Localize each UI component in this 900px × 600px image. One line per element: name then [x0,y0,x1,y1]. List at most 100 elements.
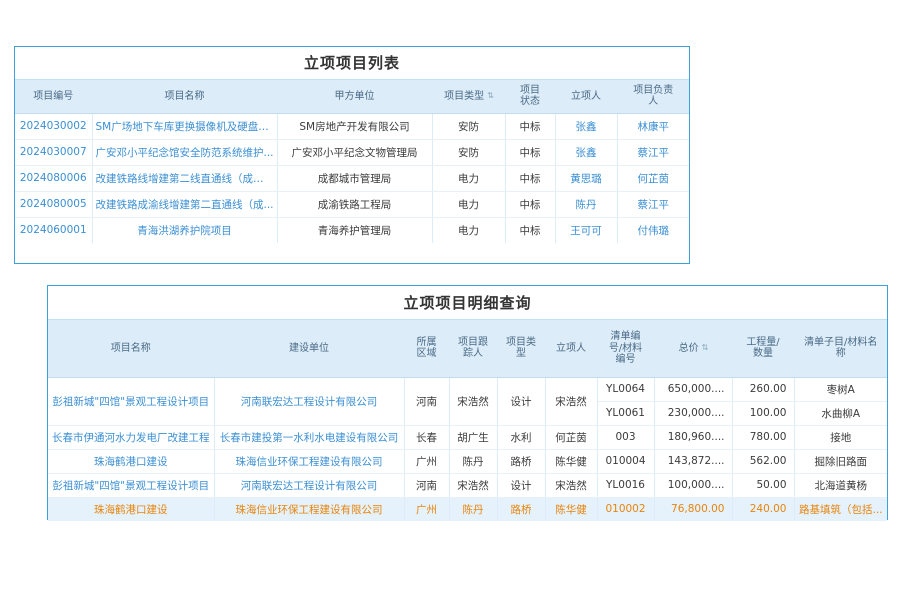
column-header[interactable]: 项目负责人 [617,80,689,114]
table-row[interactable]: 2024060001 青海洪湖养护院项目 青海养护管理局 电力 中标 王可可 付伟璐 [15,217,689,243]
cell-item-no: YL0061 [597,401,655,426]
cell-quantity: 780.00 [732,425,795,450]
cell-quantity: 100.00 [732,401,795,426]
cell-initiator[interactable]: 张鑫 [555,113,618,140]
sort-icon[interactable]: ⇅ [487,90,494,100]
cell-initiator[interactable]: 黄思璐 [555,165,618,192]
column-header-label: 甲方单位 [334,90,375,102]
column-header[interactable]: 清单子目/材料名称 [794,320,887,378]
column-header-label: 立项人 [571,90,601,102]
cell-project-no[interactable]: 2024080006 [15,165,93,192]
column-header[interactable]: 立项人 [545,320,598,378]
table-row[interactable]: 2024080005 改建铁路成渝线增建第二直通线（成... 成渝铁路工程局 电力 中标… [15,191,689,218]
cell-item-no: YL0064 [597,377,655,402]
cell-owner[interactable]: 何芷茵 [617,165,689,192]
cell-build-unit[interactable]: 珠海信业环保工程建设有限公司 [214,449,405,474]
cell-item-name: 北海道黄杨 [794,473,887,498]
table-row[interactable]: 珠海鹤港口建设 珠海信业环保工程建设有限公司 广州 陈丹 路桥 陈华健 010004 143,… [48,449,887,474]
cell-initiator: 宋浩然 [545,377,598,426]
cell-project-name[interactable]: 彭祖新城"四馆"景观工程设计项目 [48,377,215,426]
cell-owner[interactable]: 蔡江平 [617,191,689,218]
column-header[interactable]: 工程量/数量 [732,320,795,378]
cell-project-type: 路桥 [497,449,546,474]
column-header[interactable]: 项目名称 [92,80,278,114]
cell-initiator[interactable]: 王可可 [555,217,618,243]
column-header[interactable]: 项目 状态 [505,80,556,114]
cell-initiator[interactable]: 陈丹 [555,191,618,218]
project-detail-table: 项目名称 建设单位 所属 区域 项目跟 踪人 项目类型立项人 清单编 号/材料 编号 总价 ⇅ 工程量/… [48,320,887,521]
project-list-thead: 项目编号 项目名称 甲方单位 项目类型 ⇅ 项目 状态 立项人 项目负责人 [15,80,689,114]
cell-client-unit: SM房地产开发有限公司 [277,113,433,140]
cell-area: 广州 [404,449,450,474]
column-header[interactable]: 项目类型 ⇅ [432,80,506,114]
project-list-panel: 立项项目列表 项目编号 项目名称 甲方单位 项目类型 ⇅ 项目 状态 立项人 项目负责人 202… [14,46,690,264]
cell-project-name[interactable]: 珠海鹤港口建设 [48,449,215,474]
cell-initiator[interactable]: 张鑫 [555,139,618,166]
column-header[interactable]: 项目编号 [15,80,93,114]
cell-initiator: 陈华健 [545,497,598,521]
cell-area: 河南 [404,377,450,426]
cell-project-no[interactable]: 2024060001 [15,217,93,243]
column-header[interactable]: 建设单位 [214,320,405,378]
column-header-label: 立项人 [556,342,586,354]
column-header[interactable]: 清单编 号/材料 编号 [597,320,655,378]
table-row[interactable]: 2024030002 SM广场地下车库更换摄像机及硬盘项目 SM房地产开发有限公司安… [15,113,689,140]
cell-project-type: 设计 [497,377,546,426]
table-row[interactable]: YL0061 230,000.... 100.00 水曲柳A [48,401,887,426]
cell-total-price: 100,000.... [654,473,733,498]
cell-project-name[interactable]: SM广场地下车库更换摄像机及硬盘项目 [92,113,278,140]
column-header[interactable]: 总价 ⇅ [654,320,733,378]
cell-project-no[interactable]: 2024030007 [15,139,93,166]
cell-initiator: 何芷茵 [545,425,598,450]
column-header-label: 项目编号 [33,90,74,102]
cell-quantity: 562.00 [732,449,795,474]
cell-project-no[interactable]: 2024080005 [15,191,93,218]
column-header-label: 项目名称 [164,90,205,102]
table-row[interactable]: 2024030007 广安邓小平纪念馆安全防范系统维护... 广安邓小平纪念文物管理… [15,139,689,166]
cell-total-price: 180,960.... [654,425,733,450]
column-header[interactable]: 立项人 [555,80,618,114]
table-row[interactable]: 彭祖新城"四馆"景观工程设计项目 河南联宏达工程设计有限公司 河南 宋浩然 设计 宋浩然 Y… [48,473,887,498]
cell-item-no: 010004 [597,449,655,474]
cell-project-name[interactable]: 改建铁路成渝线增建第二直通线（成... [92,191,278,218]
column-header[interactable]: 项目名称 [48,320,215,378]
cell-total-price: 76,800.00 [654,497,733,521]
column-header-label: 所属 区域 [416,336,437,360]
cell-owner[interactable]: 蔡江平 [617,139,689,166]
cell-client-unit: 广安邓小平纪念文物管理局 [277,139,433,166]
cell-project-type: 水利 [497,425,546,450]
column-header-label: 项目名称 [110,342,151,354]
table-row[interactable]: 彭祖新城"四馆"景观工程设计项目 河南联宏达工程设计有限公司 河南 宋浩然 设计 宋浩然 Y… [48,377,887,426]
table-row[interactable]: 2024080006 改建铁路线增建第二线直通线（成都-... 成都城市管理局 电力中… [15,165,689,192]
table-row[interactable]: 长春市伊通河水力发电厂改建工程 长春市建投第一水利水电建设有限公司 长春 胡广生 水利何… [48,425,887,450]
cell-project-name[interactable]: 彭祖新城"四馆"景观工程设计项目 [48,473,215,498]
cell-project-name[interactable]: 青海洪湖养护院项目 [92,217,278,243]
cell-project-name[interactable]: 长春市伊通河水力发电厂改建工程 [48,425,215,450]
cell-owner[interactable]: 林康平 [617,113,689,140]
cell-build-unit[interactable]: 长春市建投第一水利水电建设有限公司 [214,425,405,450]
column-header[interactable]: 项目类型 [497,320,546,378]
project-detail-tbody: 彭祖新城"四馆"景观工程设计项目 河南联宏达工程设计有限公司 河南 宋浩然 设计 宋浩然 Y… [48,377,887,521]
cell-project-name[interactable]: 珠海鹤港口建设 [48,497,215,521]
cell-total-price: 143,872.... [654,449,733,474]
cell-quantity: 260.00 [732,377,795,402]
table-row[interactable]: 珠海鹤港口建设 珠海信业环保工程建设有限公司 广州 陈丹 路桥 陈华健 010002 76,8… [48,497,887,521]
cell-build-unit[interactable]: 河南联宏达工程设计有限公司 [214,377,405,426]
cell-item-no: 010002 [597,497,655,521]
project-list-title: 立项项目列表 [15,47,689,80]
cell-project-name[interactable]: 广安邓小平纪念馆安全防范系统维护... [92,139,278,166]
cell-build-unit[interactable]: 河南联宏达工程设计有限公司 [214,473,405,498]
cell-build-unit[interactable]: 珠海信业环保工程建设有限公司 [214,497,405,521]
cell-owner[interactable]: 付伟璐 [617,217,689,243]
column-header-label: 项目类型 [444,90,485,102]
project-list-tbody: 2024030002 SM广场地下车库更换摄像机及硬盘项目 SM房地产开发有限公司安… [15,113,689,243]
column-header[interactable]: 项目跟 踪人 [449,320,498,378]
column-header[interactable]: 甲方单位 [277,80,433,114]
column-header[interactable]: 所属 区域 [404,320,450,378]
cell-project-no[interactable]: 2024030002 [15,113,93,140]
cell-project-name[interactable]: 改建铁路线增建第二线直通线（成都-... [92,165,278,192]
cell-area: 长春 [404,425,450,450]
cell-quantity: 50.00 [732,473,795,498]
sort-icon[interactable]: ⇅ [701,342,709,352]
